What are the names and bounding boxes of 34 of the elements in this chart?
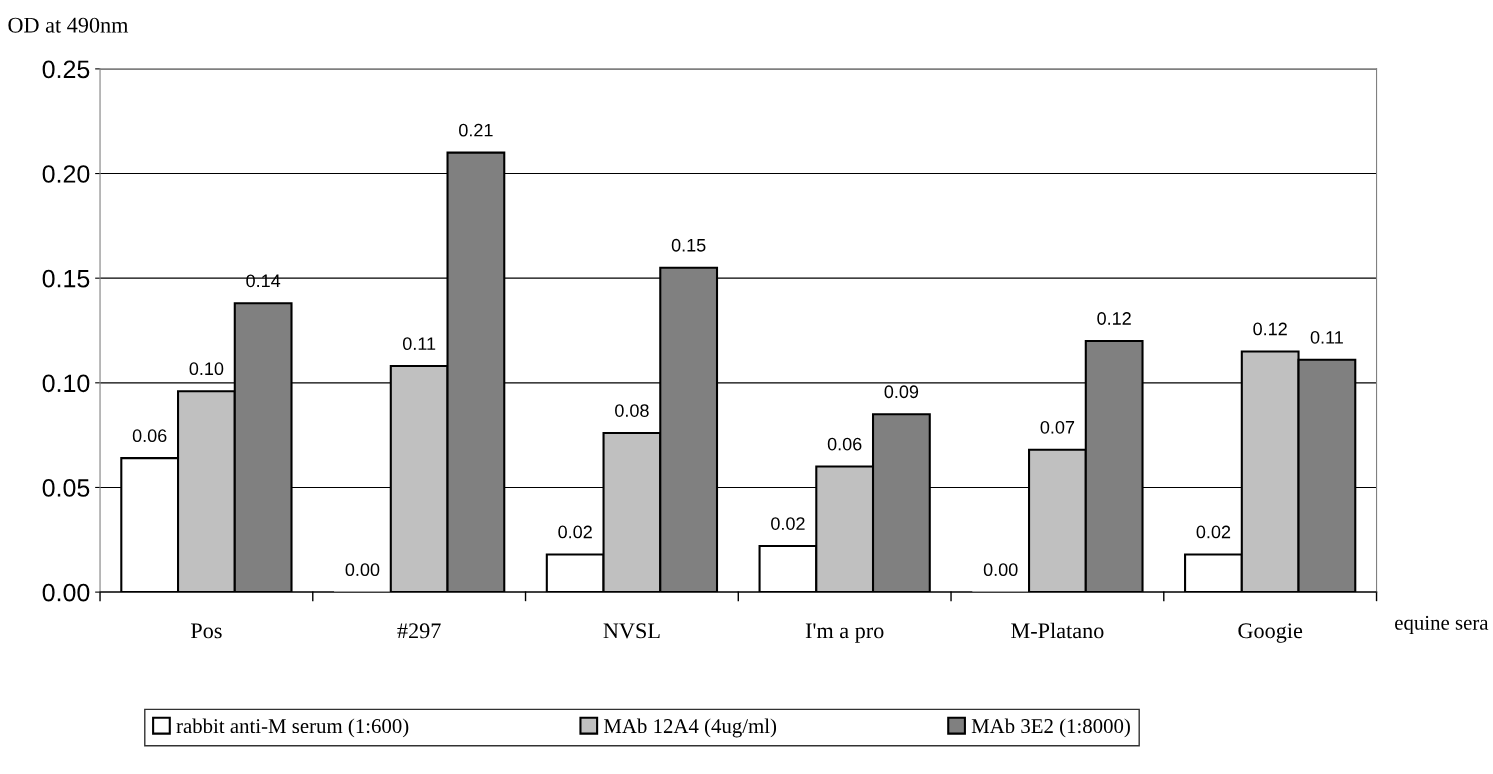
data-label: 0.07 (1040, 420, 1075, 434)
y-tick-label: 0.05 (42, 479, 90, 497)
data-label: 0.11 (402, 337, 436, 351)
legend-label: MAb 3E2 (1:8000) (971, 718, 1130, 738)
data-label: 0.10 (189, 362, 224, 376)
data-label: 0.02 (558, 525, 592, 539)
x-axis-title: equine sera (1395, 615, 1489, 635)
legend-label: rabbit anti-M serum (1:600) (176, 718, 409, 738)
x-tick-label: #297 (397, 623, 441, 639)
data-label: 0.06 (132, 429, 167, 443)
data-label: 0.00 (345, 563, 380, 577)
legend-label: MAb 12A4 (4ug/ml) (603, 718, 777, 738)
data-label: 0.06 (827, 437, 862, 451)
x-tick-label: Pos (190, 623, 222, 639)
y-tick-label: 0.00 (42, 583, 90, 602)
x-tick-label: I'm a pro (805, 623, 884, 643)
y-tick-label: 0.25 (42, 60, 90, 79)
x-tick-label: M-Platano (1011, 622, 1104, 639)
y-axis-title: OD at 490nm (8, 17, 129, 33)
y-tick-label: 0.20 (42, 165, 90, 183)
data-label: 0.02 (771, 517, 805, 530)
y-tick-label: 0.10 (42, 374, 90, 393)
x-tick-label: Googie (1238, 623, 1303, 643)
data-label: 0.11 (1310, 330, 1343, 344)
data-label: 0.12 (1253, 322, 1287, 336)
data-label: 0.21 (459, 123, 493, 137)
x-tick-label: NVSL (603, 623, 660, 639)
data-label: 0.00 (983, 563, 1018, 577)
data-label: 0.02 (1196, 525, 1231, 539)
y-tick-label: 0.15 (42, 269, 90, 288)
data-label: 0.09 (884, 385, 919, 399)
data-label: 0.08 (615, 404, 649, 417)
data-label: 0.15 (671, 238, 706, 252)
data-label: 0.12 (1097, 312, 1131, 325)
